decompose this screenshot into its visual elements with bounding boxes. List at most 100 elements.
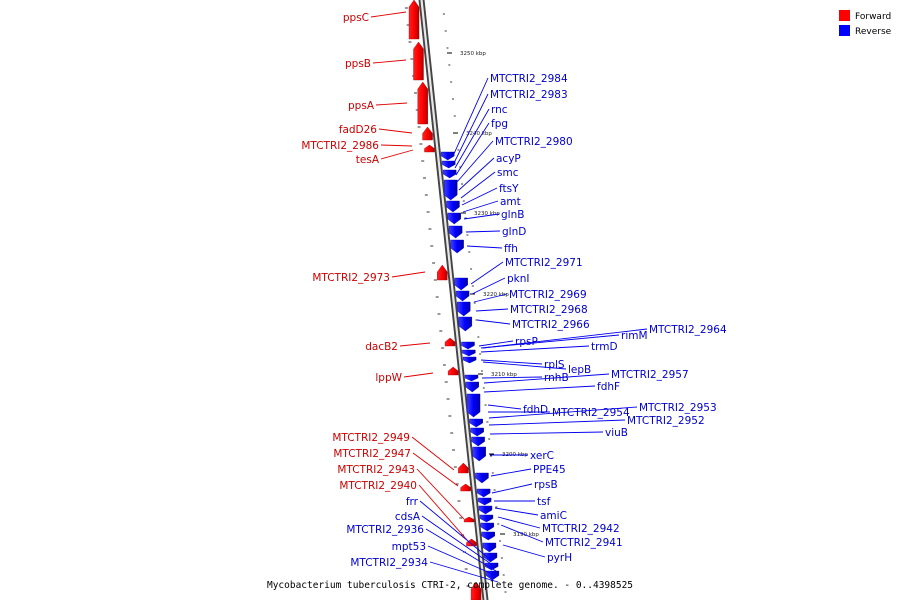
- reverse-gene-label-mtctri2-2971: MTCTRI2_2971: [505, 257, 583, 269]
- reverse-leader-line: [478, 340, 514, 347]
- reverse-gene-arrow: [471, 436, 485, 447]
- forward-gene-label-mtctri2-2940: MTCTRI2_2940: [339, 480, 417, 492]
- reverse-leader-line: [471, 277, 506, 295]
- reverse-gene-arrow: [481, 531, 495, 541]
- reverse-gene-arrow: [461, 341, 475, 350]
- reverse-gene-label-pyrh: pyrH: [547, 552, 572, 564]
- forward-gene-label-fadd26: fadD26: [339, 124, 378, 136]
- reverse-gene-label-mtctri2-2952: MTCTRI2_2952: [627, 415, 705, 427]
- legend-forward-swatch: [839, 10, 850, 21]
- forward-gene-arrow: [463, 516, 475, 523]
- reverse-leader-line: [454, 108, 490, 169]
- reverse-leader-line: [427, 545, 498, 577]
- reverse-gene-arrow: [470, 427, 484, 437]
- reverse-gene-label-rpsp: rpsP: [515, 336, 538, 348]
- reverse-gene-arrow: [454, 277, 468, 291]
- forward-leader-line: [370, 11, 407, 18]
- forward-gene-arrow: [470, 581, 482, 600]
- forward-gene-label-ppsb: ppsB: [345, 58, 371, 70]
- reverse-gene-label-xerc: xerC: [530, 450, 554, 462]
- reverse-leader-line: [502, 544, 546, 558]
- reverse-gene-label-rpsb: rpsB: [534, 479, 558, 491]
- reverse-leader-line: [475, 308, 509, 312]
- genome-backbone: [418, 0, 489, 600]
- reverse-gene-arrow: [469, 418, 483, 428]
- forward-leader-line: [412, 452, 459, 487]
- reverse-leader-line: [429, 561, 499, 583]
- forward-leader-line: [391, 271, 426, 278]
- reverse-leader-line: [489, 431, 604, 435]
- reverse-gene-arrow: [465, 381, 479, 393]
- reverse-gene-label-trmd: trmD: [591, 341, 618, 353]
- genome-caption: Mycobacterium tuberculosis CTRI-2, compl…: [267, 580, 633, 591]
- forward-leader-line: [418, 484, 468, 541]
- tick-label-3250-kbp: 3250 kbp: [460, 51, 486, 57]
- forward-gene-arrow: [460, 483, 471, 492]
- reverse-gene-arrow: [484, 562, 499, 571]
- reverse-gene-label-smc: smc: [497, 167, 519, 179]
- reverse-leader-line: [483, 385, 596, 393]
- forward-gene-arrow: [447, 366, 459, 376]
- forward-gene-label-ppsa: ppsA: [348, 100, 375, 112]
- reverse-gene-arrow: [458, 316, 473, 332]
- forward-gene-arrow: [444, 337, 456, 347]
- forward-gene-label-mtctri2-2947: MTCTRI2_2947: [333, 448, 411, 460]
- forward-leader-line: [378, 128, 413, 134]
- forward-leader-line: [416, 468, 465, 520]
- reverse-leader-line: [456, 140, 494, 183]
- reverse-gene-arrow: [462, 356, 477, 364]
- forward-gene-arrow: [458, 462, 469, 474]
- reverse-leader-line: [466, 245, 503, 249]
- reverse-gene-label-ffh: ffh: [504, 243, 518, 255]
- reverse-leader-line: [500, 524, 544, 543]
- forward-gene-arrow: [422, 126, 433, 141]
- reverse-gene-label-mtctri2-2936: MTCTRI2_2936: [346, 524, 424, 536]
- forward-gene-label-mtctri2-2943: MTCTRI2_2943: [337, 464, 415, 476]
- reverse-leader-line: [452, 77, 489, 157]
- legend-reverse-label: Reverse: [855, 27, 892, 37]
- forward-gene-arrow: [466, 538, 477, 547]
- reverse-gene-label-mtctri2-2942: MTCTRI2_2942: [542, 523, 620, 535]
- reverse-gene-label-mtctri2-2941: MTCTRI2_2941: [545, 537, 623, 549]
- reverse-gene-arrow: [477, 497, 492, 506]
- reverse-leader-line: [482, 328, 648, 349]
- reverse-gene-label-fpg: fpg: [491, 118, 508, 130]
- reverse-gene-arrow: [444, 179, 458, 201]
- forward-gene-arrow: [437, 264, 448, 281]
- reverse-leader-line: [483, 373, 610, 384]
- reverse-gene-label-mtctri2-2980: MTCTRI2_2980: [495, 136, 573, 148]
- forward-gene-blocks: [408, 0, 482, 600]
- forward-gene-arrow: [417, 81, 428, 125]
- reverse-leader-line: [470, 261, 504, 285]
- legend-reverse-swatch: [839, 25, 850, 36]
- reverse-gene-label-fdhf: fdhF: [597, 381, 620, 393]
- forward-gene-label-dacb2: dacB2: [365, 341, 398, 353]
- reverse-gene-arrow: [462, 349, 476, 357]
- reverse-gene-label-cdsa: cdsA: [395, 511, 421, 523]
- forward-gene-arrow: [424, 144, 435, 153]
- reverse-gene-label-fdhd: fdhD: [523, 404, 548, 416]
- reverse-gene-arrow: [483, 552, 498, 563]
- reverse-gene-arrow: [441, 160, 456, 169]
- reverse-gene-label-glnd: glnD: [502, 226, 526, 238]
- reverse-leader-line: [488, 419, 626, 426]
- forward-gene-label-mtctri2-2986: MTCTRI2_2986: [301, 140, 379, 152]
- reverse-leader-line: [455, 122, 490, 176]
- forward-leader-line: [399, 342, 431, 347]
- reverse-gene-label-tsf: tsf: [537, 496, 551, 508]
- reverse-leader-line: [481, 376, 543, 379]
- reverse-leader-line: [473, 293, 508, 303]
- reverse-gene-label-mtctri2-2983: MTCTRI2_2983: [490, 89, 568, 101]
- reverse-leader-line: [480, 359, 543, 365]
- reverse-leader-line: [487, 404, 522, 410]
- reverse-gene-label-mtctri2-2954: MTCTRI2_2954: [552, 407, 630, 419]
- reverse-leader-line: [453, 93, 489, 164]
- reverse-gene-arrow: [442, 169, 457, 179]
- reverse-leader-line: [462, 200, 499, 213]
- reverse-gene-label-frr: frr: [406, 496, 419, 508]
- reverse-leader-line: [490, 468, 532, 477]
- reverse-gene-arrow: [447, 212, 461, 225]
- reverse-gene-label-ppe45: PPE45: [533, 464, 566, 476]
- reverse-gene-label-viub: viuB: [605, 427, 628, 439]
- reverse-gene-label-ftsy: ftsY: [499, 183, 519, 195]
